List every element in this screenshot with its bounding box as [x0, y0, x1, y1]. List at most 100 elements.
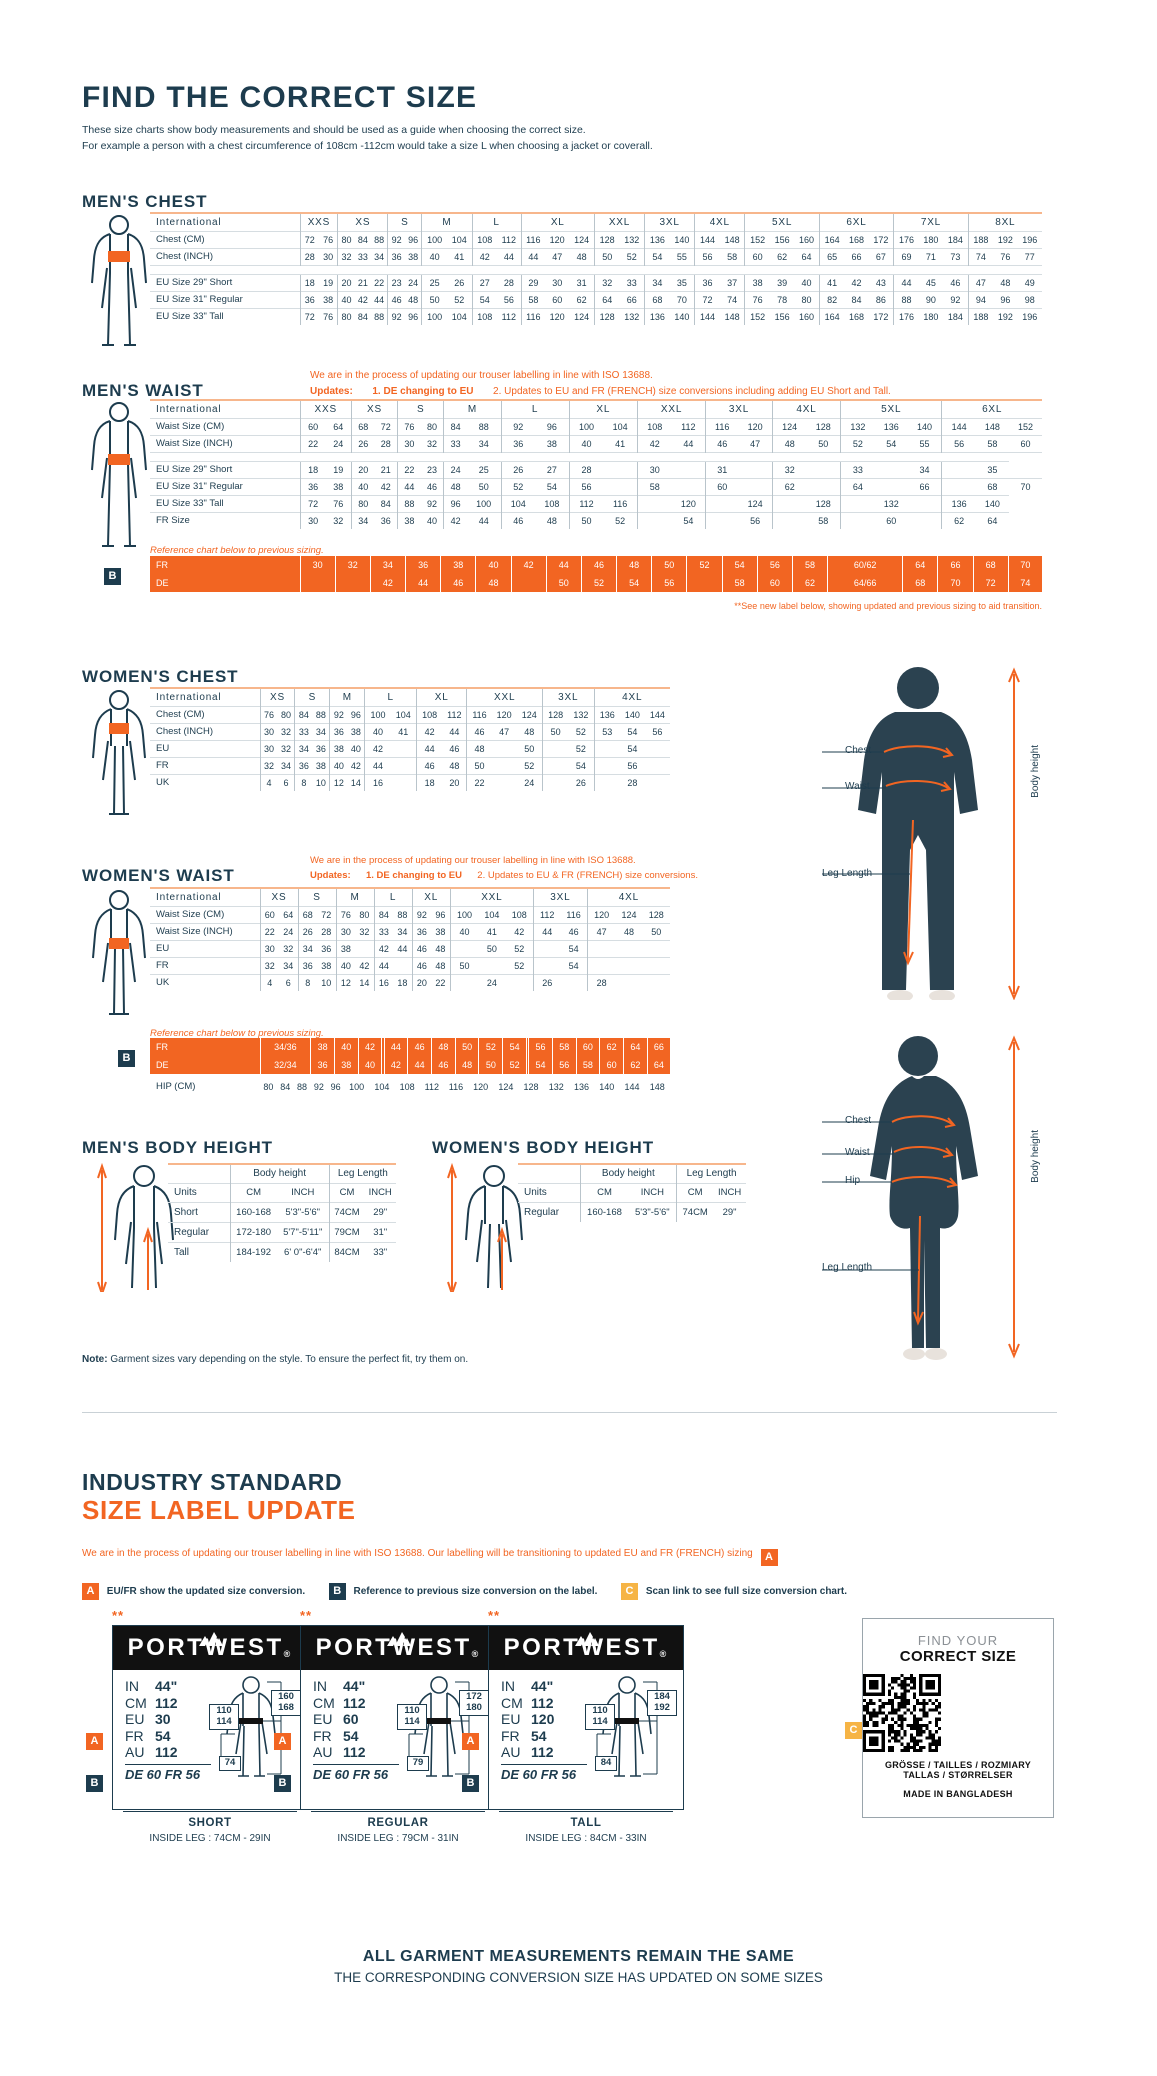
table-cell: 20: [411, 973, 432, 991]
table-cell: [771, 511, 807, 529]
table-cell: 160: [794, 230, 820, 248]
table-cell: 24: [279, 922, 299, 940]
table-cell: [449, 939, 479, 957]
label-update-title-1: INDUSTRY STANDARD: [82, 1469, 343, 1495]
table-cell: 84: [844, 290, 869, 308]
mens-body-height-table: Body height Leg Length Units CM INCH CM INCH Sh…: [168, 1163, 396, 1262]
table-cell: 108: [415, 705, 443, 723]
table-cell: 136: [574, 1081, 590, 1092]
table-cell: 50: [642, 922, 670, 940]
table-cell: 46: [500, 511, 536, 529]
table-cell: 128: [806, 417, 841, 435]
spec-row: CM 112: [125, 1695, 299, 1712]
footer-line-2: THE CORRESPONDING CONVERSION SIZE HAS UP…: [334, 1970, 823, 1985]
table-cell: 32: [355, 922, 375, 940]
mens-waist-note-line1: We are in the process of updating our tr…: [310, 370, 653, 381]
portwest-mountain-icon: [569, 1630, 603, 1646]
table-cell: 4: [259, 973, 280, 991]
size-header: 5XL: [840, 400, 942, 418]
table-cell: 140: [669, 307, 695, 325]
spec-value: 54: [343, 1727, 359, 1744]
mens-body-height-row: Regular 172-180 5'7"-5'11" 79CM 31": [168, 1221, 396, 1242]
table-cell: 64/66: [827, 574, 903, 592]
table-cell: 42: [510, 556, 547, 574]
mens-waist-table: International XXS XS S M L XL XXL 3XL 4XL 5XL 6XL Wa…: [150, 399, 1042, 529]
size-header: S: [387, 213, 422, 231]
table-cell: 42: [357, 1038, 382, 1056]
mens-waist-update-1: 1. DE changing to EU: [372, 386, 474, 397]
table-cell: 58: [791, 556, 828, 574]
table-cell: 44: [370, 290, 388, 308]
card-body: IN 44" CM 112 EU 30 FR 54 AU 112 DE 60 FR 56 110 114…: [113, 1670, 307, 1811]
table-cell: 84: [373, 905, 394, 923]
table-cell: 180: [918, 230, 944, 248]
table-cell: 27: [535, 460, 570, 478]
mens-chest-table: International XXS XS S M L XL XXL 3XL 4XL 5XL 6XL 7X…: [150, 212, 1042, 325]
table-cell: 54: [528, 1056, 553, 1074]
table-cell: 42: [844, 273, 869, 291]
table-cell: 48: [431, 939, 451, 957]
mens-waist-eu-row: EU Size 33" Tall 72 76 80 84 88 92 96 100 104 108 1…: [150, 494, 1042, 512]
table-cell: 66: [844, 247, 869, 265]
table-cell: 32: [593, 273, 620, 291]
table-cell: 52: [516, 756, 543, 774]
table-cell: 38: [744, 273, 770, 291]
spec-value: 120: [531, 1711, 555, 1728]
table-cell: 44: [364, 756, 391, 774]
mens-chest-eu-row: EU Size 31" Regular 36 38 40 42 44 46 48 50 52 54 5…: [150, 290, 1042, 308]
mens-chest-row: Chest (CM) 72 76 80 84 88 92 96 100 104 108 112 116 1…: [150, 230, 1042, 248]
table-cell: 76: [993, 247, 1018, 265]
womens-waist-updates-label: Updates:: [310, 870, 351, 882]
table-cell: 69: [893, 247, 919, 265]
womens-waist-update-2: 2. Updates to EU & FR (FRENCH) size conv…: [477, 870, 698, 882]
table-cell: 74CM: [328, 1201, 365, 1222]
spec-value: 44": [531, 1678, 554, 1694]
table-cell: 56: [619, 756, 645, 774]
unit-header: CM: [229, 1182, 277, 1202]
table-cell: 120: [586, 905, 616, 923]
table-cell: 77: [1017, 247, 1042, 265]
card-body: IN 44" CM 112 EU 120 FR 54 AU 112 DE 60 FR 56 110 11…: [489, 1670, 683, 1811]
table-cell: 71: [918, 247, 944, 265]
table-cell: 120: [491, 705, 517, 723]
table-cell: 40: [421, 247, 447, 265]
womens-waist-note-line1: We are in the process of updating our tr…: [310, 855, 636, 866]
table-cell: 76: [335, 905, 356, 923]
womens-hip-row: HIP (CM) 80 84 88 92 96 100 104 108 112 116 120 124 1…: [150, 1078, 670, 1095]
table-cell: 44: [533, 922, 561, 940]
intro-line-1: These size charts show body measurements…: [82, 123, 586, 136]
qr-code-image: [863, 1674, 1053, 1752]
table-cell: 54: [535, 477, 570, 495]
table-cell: 66: [907, 477, 942, 495]
table-cell: 55: [907, 434, 942, 452]
table-cell: 112: [424, 1081, 439, 1092]
table-cell: 196: [1017, 230, 1042, 248]
table-cell: 34: [279, 956, 299, 974]
table-cell: 19: [325, 460, 352, 478]
spacer-row: [150, 264, 1042, 274]
garment-note-label: Note:: [82, 1354, 108, 1365]
table-cell: 22: [466, 773, 492, 791]
table-cell: [874, 477, 908, 495]
womens-chest-row: Chest (INCH) 30 32 33 34 36 38 40 41 42 44 46 47 48 50…: [150, 722, 670, 740]
womens-chest-title: WOMEN'S CHEST: [82, 667, 239, 686]
table-cell: [686, 574, 723, 592]
table-cell: 32: [337, 247, 355, 265]
spec-divider: [501, 1763, 587, 1765]
table-cell: 80: [337, 307, 355, 325]
table-cell: 38: [335, 939, 356, 957]
table-cell: 12: [329, 773, 348, 791]
unit-header: CM: [676, 1182, 714, 1202]
table-cell: 84: [280, 1081, 291, 1092]
row-label: Short: [168, 1201, 230, 1222]
table-cell: [941, 477, 976, 495]
table-cell: 188: [967, 230, 994, 248]
table-cell: 144: [644, 705, 670, 723]
table-cell: 46: [442, 739, 467, 757]
row-label: Waist Size (INCH): [150, 922, 260, 940]
row-label: FR: [156, 1042, 168, 1052]
card-asterisks: **: [488, 1608, 501, 1623]
table-cell: 108: [636, 417, 672, 435]
table-cell: 47: [491, 722, 517, 740]
size-header: 3XL: [644, 213, 695, 231]
